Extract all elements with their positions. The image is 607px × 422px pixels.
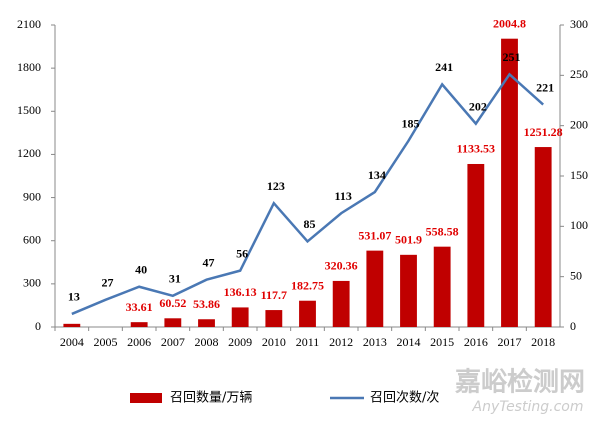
legend-swatch <box>130 393 162 403</box>
y2-tick-label: 250 <box>570 67 588 81</box>
x-tick-label: 2011 <box>296 335 320 349</box>
y2-tick-label: 0 <box>570 319 576 333</box>
bar <box>467 163 485 327</box>
x-tick-label: 2004 <box>60 335 84 349</box>
bar <box>366 250 384 327</box>
x-tick-label: 2014 <box>397 335 421 349</box>
x-tick-label: 2017 <box>498 335 522 349</box>
bar-value-label: 33.61 <box>126 300 153 314</box>
bar <box>63 323 81 327</box>
y-tick-label: 2100 <box>17 17 41 31</box>
bar-value-label: 136.13 <box>224 285 257 299</box>
line-value-label: 113 <box>334 189 351 203</box>
bar <box>265 310 283 327</box>
bar-value-label: 558.58 <box>426 224 459 238</box>
bar <box>231 307 249 327</box>
bar <box>299 300 316 327</box>
line-value-label: 56 <box>236 246 248 260</box>
y-tick-label: 1200 <box>17 146 41 160</box>
x-tick-label: 2005 <box>94 335 118 349</box>
bar-value-label: 1133.53 <box>457 142 495 156</box>
watermark-title: 嘉峪检测网 <box>455 367 585 398</box>
x-tick-label: 2009 <box>228 335 252 349</box>
x-tick-label: 2007 <box>161 335 185 349</box>
line-value-label: 123 <box>267 179 285 193</box>
line-value-label: 13 <box>68 290 80 304</box>
bar <box>534 147 552 327</box>
y2-tick-label: 100 <box>570 218 588 232</box>
y2-tick-label: 150 <box>570 168 588 182</box>
y-tick-label: 1800 <box>17 60 41 74</box>
line-value-label: 40 <box>135 262 147 276</box>
y-tick-label: 600 <box>23 232 41 246</box>
x-tick-label: 2012 <box>329 335 353 349</box>
y2-tick-label: 200 <box>570 117 588 131</box>
line-value-label: 251 <box>503 50 521 64</box>
x-tick-label: 2013 <box>363 335 387 349</box>
bar-value-label: 53.86 <box>193 297 220 311</box>
bar <box>332 280 350 327</box>
watermark-url: AnyTesting.com <box>472 399 584 415</box>
bar <box>198 319 215 327</box>
legend-label: 召回次数/次 <box>370 390 439 406</box>
x-tick-label: 2008 <box>195 335 219 349</box>
bar <box>130 322 148 327</box>
bar-value-label: 1251.28 <box>524 125 563 139</box>
legend-label: 召回数量/万辆 <box>170 391 252 406</box>
bar <box>433 246 451 327</box>
line-value-label: 202 <box>469 99 487 113</box>
x-tick-label: 2016 <box>464 335 488 349</box>
x-tick-label: 2010 <box>262 335 286 349</box>
y2-tick-label: 50 <box>570 268 582 282</box>
y-tick-label: 900 <box>23 189 41 203</box>
bar-value-label: 182.75 <box>291 278 324 292</box>
line-value-label: 85 <box>304 217 316 231</box>
y-tick-label: 0 <box>35 319 41 333</box>
x-tick-label: 2006 <box>127 335 151 349</box>
x-tick-label: 2018 <box>531 335 555 349</box>
line-value-label: 27 <box>102 276 114 290</box>
bar-value-label: 320.36 <box>325 259 358 273</box>
bar <box>501 38 518 327</box>
line-value-label: 47 <box>203 255 215 269</box>
bar-value-label: 2004.8 <box>493 16 526 30</box>
bar <box>400 254 417 327</box>
bar-value-label: 60.52 <box>159 296 186 310</box>
bar-value-label: 117.7 <box>261 288 287 302</box>
y-tick-label: 1500 <box>17 103 41 117</box>
line-value-label: 241 <box>435 60 453 74</box>
line-value-label: 221 <box>536 80 554 94</box>
y2-tick-label: 300 <box>570 17 588 31</box>
bar-value-label: 501.9 <box>395 233 422 247</box>
line-value-label: 134 <box>368 168 386 182</box>
line-value-label: 31 <box>169 272 181 286</box>
line-value-label: 185 <box>402 117 420 131</box>
bar <box>164 318 182 327</box>
x-tick-label: 2015 <box>430 335 454 349</box>
line <box>71 72 545 316</box>
bar-value-label: 531.07 <box>358 228 391 242</box>
y-tick-label: 300 <box>23 276 41 290</box>
